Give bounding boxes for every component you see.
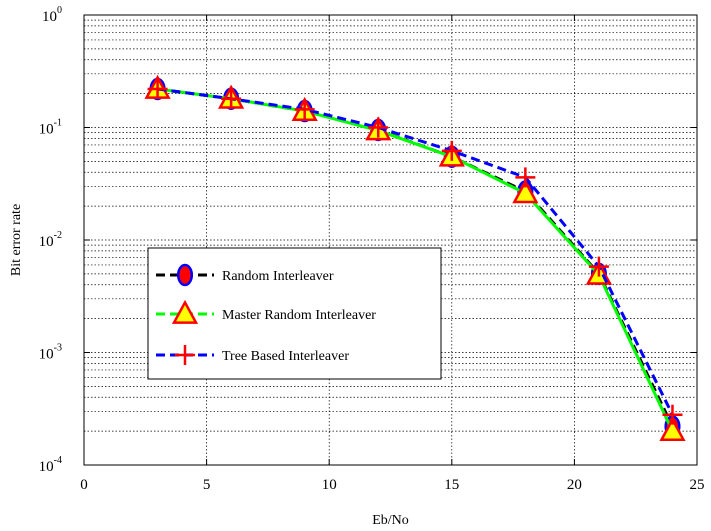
legend-entry-1: Master Random Interleaver [156, 299, 376, 324]
y-axis-label: Bit error rate [9, 204, 24, 276]
data-point [512, 179, 539, 204]
legend-entry-2: Tree Based Interleaver [156, 345, 349, 365]
data-point [441, 140, 462, 161]
x-tick-label: 25 [690, 477, 705, 493]
data-point [662, 404, 683, 425]
x-tick-label: 15 [444, 477, 459, 493]
legend-marker [171, 299, 199, 324]
data-point [221, 88, 242, 109]
data-point [659, 416, 686, 442]
x-tick-label: 0 [80, 477, 88, 493]
legend-marker [176, 263, 194, 287]
y-tick-label: 10-2 [39, 230, 62, 250]
data-point [588, 256, 609, 277]
x-tick-label: 10 [322, 477, 337, 493]
y-tick-label: 10-3 [39, 343, 62, 363]
data-point [368, 117, 389, 138]
series-line [157, 87, 674, 416]
series-2 [147, 78, 683, 425]
legend: Random Interleaver Master Random Interlea… [147, 247, 442, 380]
legend-box [147, 247, 442, 380]
x-axis-label: Eb/No [372, 513, 409, 528]
ticks: 0 5 10 15 20 25 100 10-1 10-2 10-3 10-4 [39, 5, 705, 493]
series [144, 74, 686, 442]
legend-label: Random Interleaver [222, 269, 334, 284]
y-tick-label: 10-4 [39, 455, 62, 475]
legend-marker [175, 345, 195, 365]
y-tick-label: 100 [42, 5, 62, 25]
legend-label: Tree Based Interleaver [222, 349, 349, 364]
legend-entry-0: Random Interleaver [156, 263, 334, 287]
y-tick-label: 10-1 [39, 118, 62, 138]
data-point [515, 167, 536, 188]
data-point [294, 99, 315, 120]
x-tick-label: 20 [567, 477, 582, 493]
legend-label: Master Random Interleaver [222, 308, 376, 323]
x-tick-label: 5 [203, 477, 211, 493]
data-point [147, 78, 168, 99]
